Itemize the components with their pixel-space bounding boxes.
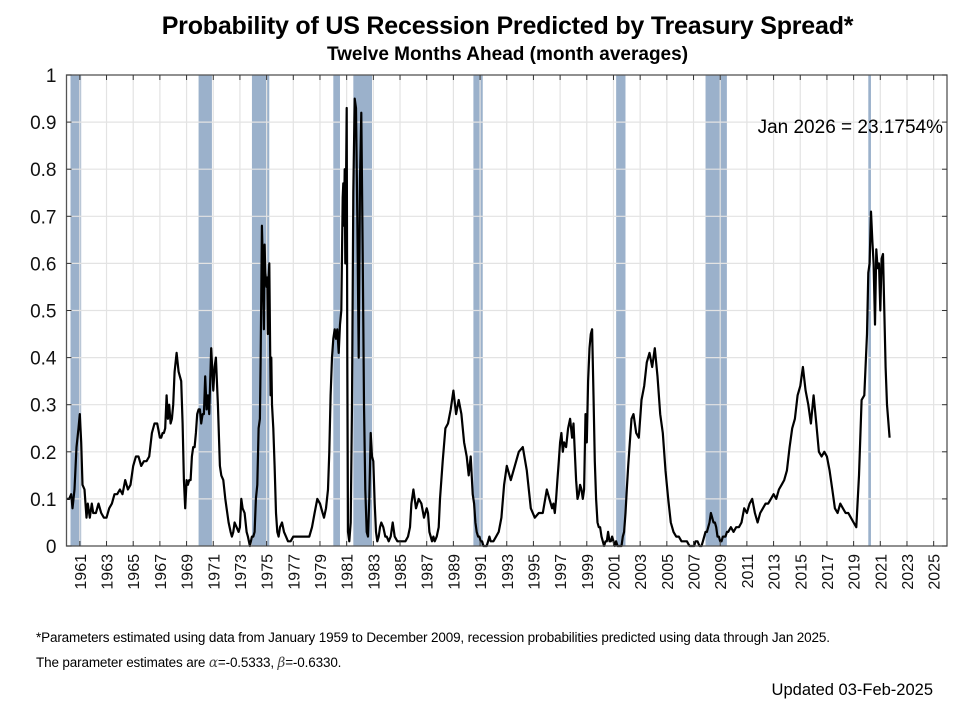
- x-tick-label: 1987: [420, 554, 437, 590]
- updated-date: Updated 03-Feb-2025: [771, 681, 933, 699]
- y-tick-labels: 0 0.1 0.2 0.3 0.4 0.5 0.6 0.7 0.8 0.9 1: [30, 66, 57, 558]
- y-tick-label: 0.5: [30, 302, 56, 323]
- y-tick-label: 0.7: [30, 207, 56, 228]
- x-tick-label: 2019: [847, 554, 864, 590]
- x-tick-label: 1961: [73, 554, 90, 590]
- series-line-group: [66, 97, 891, 548]
- alpha-value: =-0.5333,: [217, 655, 278, 670]
- x-tick-label: 1997: [553, 554, 570, 590]
- alpha-symbol: α: [208, 655, 218, 671]
- y-tick-label: 0.1: [30, 490, 56, 511]
- x-tick-label: 1975: [260, 554, 277, 590]
- x-tick-label: 2025: [927, 554, 944, 590]
- x-tick-label: 1969: [180, 554, 197, 590]
- x-tick-label: 2003: [633, 554, 650, 590]
- x-tick-label: 2013: [767, 554, 784, 590]
- x-tick-label: 1963: [100, 554, 117, 590]
- y-tick-label: 0.2: [30, 443, 56, 464]
- footnote-line-2: The parameter estimates are α=-0.5333, β…: [36, 655, 341, 671]
- x-tick-label: 2011: [740, 554, 757, 589]
- x-tick-label: 2015: [793, 554, 810, 590]
- x-tick-labels: 1961 1963 1965 1967 1969 1971 1973 1975 1977 1979…: [73, 554, 944, 590]
- latest-value-annotation: Jan 2026 = 23.1754%: [758, 117, 944, 138]
- x-tick-label: 2017: [820, 554, 837, 590]
- beta-symbol: β: [277, 655, 286, 671]
- footnote-line-1: *Parameters estimated using data from Ja…: [36, 630, 830, 645]
- footnote-prefix: The parameter estimates are: [36, 655, 209, 670]
- y-tick-label: 0.8: [30, 160, 56, 181]
- y-tick-label: 0: [46, 537, 57, 558]
- x-tick-label: 1965: [126, 554, 143, 590]
- x-tick-label: 1989: [446, 554, 463, 590]
- y-tick-label: 0.6: [30, 254, 56, 275]
- x-tick-label: 1973: [233, 554, 250, 590]
- x-tick-label: 1985: [393, 554, 410, 590]
- x-tick-label: 1983: [366, 554, 383, 590]
- x-tick-label: 1999: [580, 554, 597, 590]
- x-tick-label: 2007: [687, 554, 704, 590]
- x-tick-label: 1991: [473, 554, 490, 590]
- x-tick-label: 2005: [660, 554, 677, 590]
- x-tick-label: 1979: [313, 554, 330, 590]
- x-tick-label: 2009: [713, 554, 730, 590]
- beta-value: =-0.6330.: [285, 655, 342, 670]
- axes: [65, 74, 948, 547]
- x-tick-label: 1967: [153, 554, 170, 590]
- series-line: [66, 97, 891, 548]
- chart-title: Probability of US Recession Predicted by…: [161, 12, 854, 40]
- y-tick-label: 0.4: [30, 349, 57, 370]
- chart-subtitle: Twelve Months Ahead (month averages): [326, 44, 689, 65]
- x-tick-label: 1993: [500, 554, 517, 590]
- x-tick-label: 2023: [900, 554, 917, 590]
- x-tick-label: 1981: [340, 554, 357, 590]
- x-tick-label: 1977: [286, 554, 303, 590]
- y-tick-label: 1: [46, 66, 57, 87]
- y-tick-label: 0.9: [30, 113, 56, 134]
- x-tick-label: 2021: [873, 554, 890, 590]
- x-tick-label: 1995: [526, 554, 543, 590]
- x-tick-label: 1971: [206, 554, 223, 590]
- y-tick-label: 0.3: [30, 396, 56, 417]
- x-tick-label: 2001: [606, 554, 623, 590]
